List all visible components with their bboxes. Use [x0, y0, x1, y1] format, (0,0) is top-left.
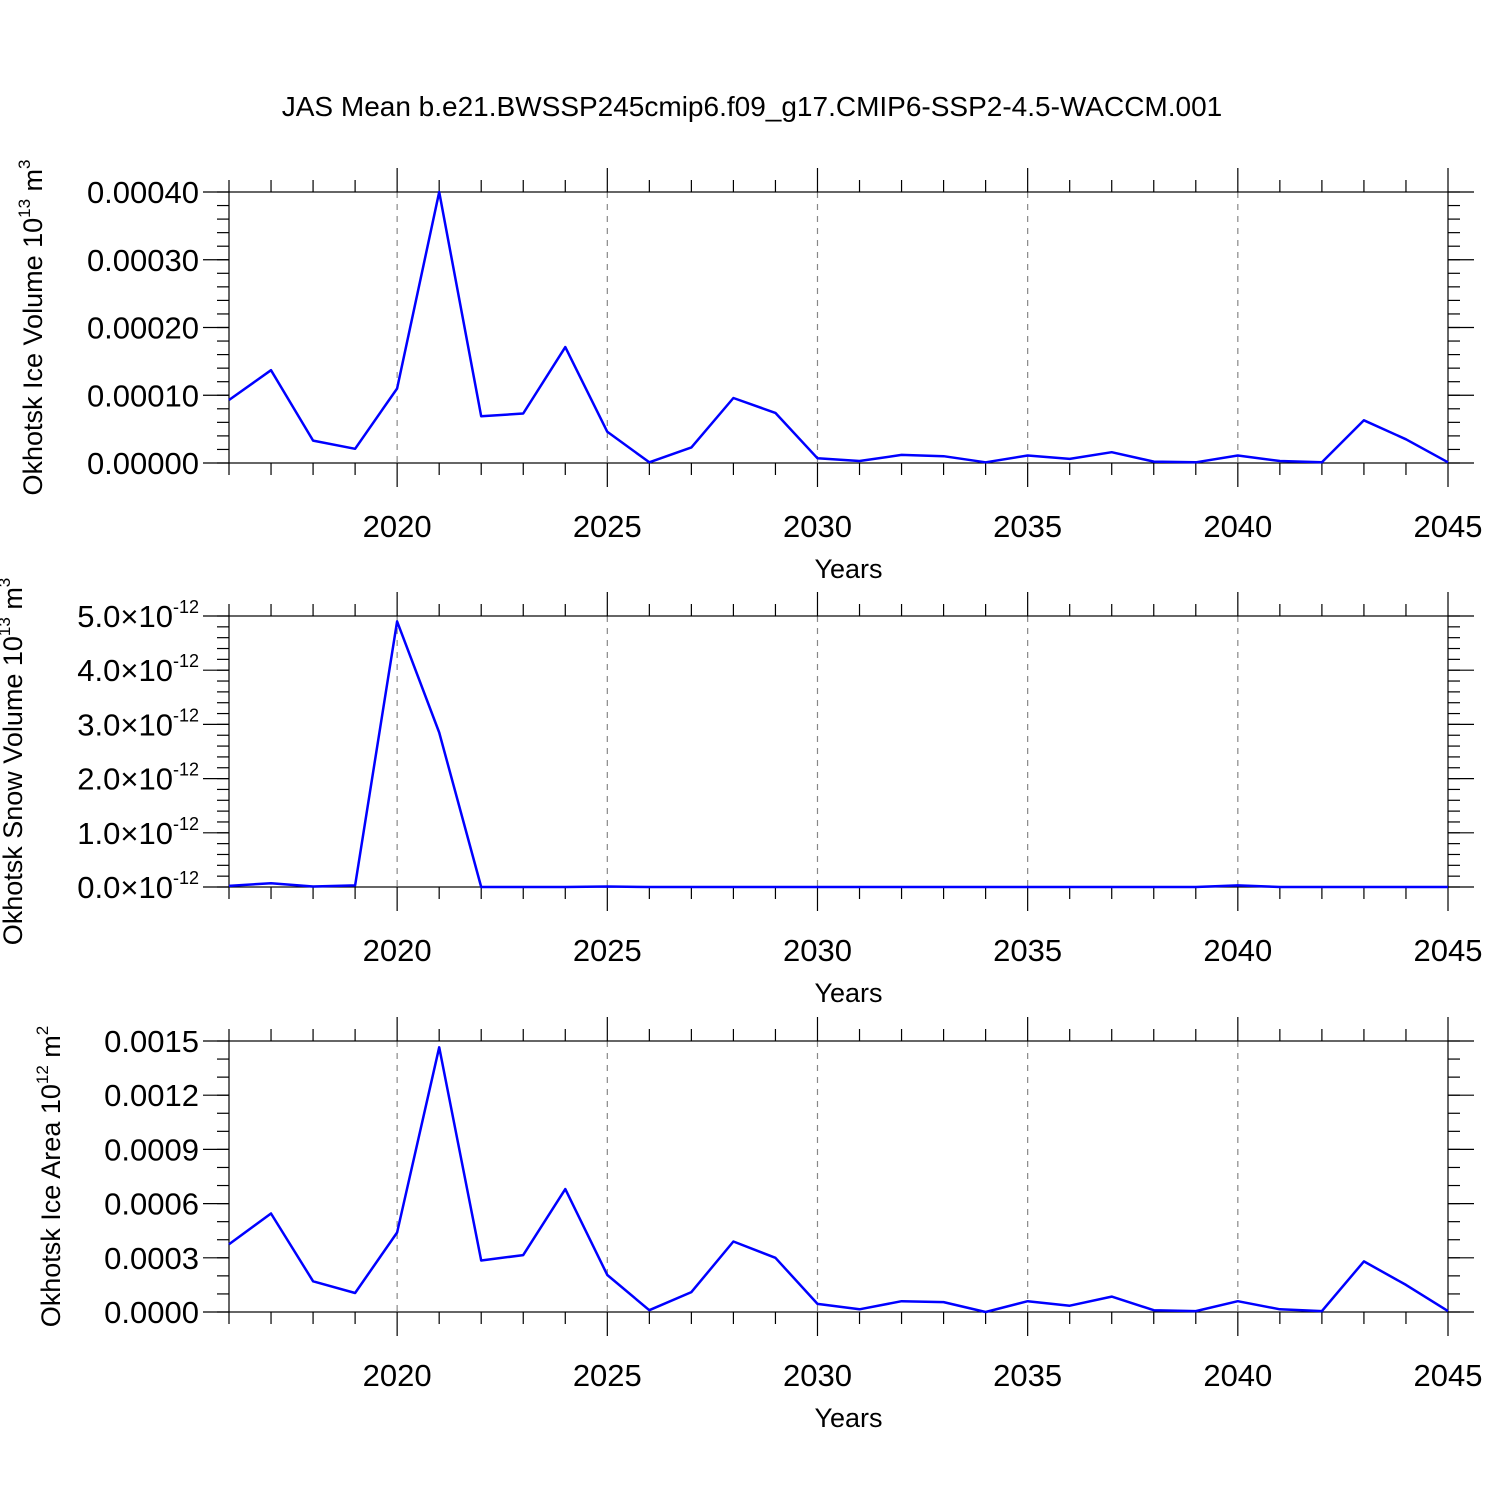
plot-frame — [228, 1040, 1449, 1313]
chart-panel-1: 0.00000 0.00010 0.00020 0.00030 0.00040 2020 2… — [15, 159, 1482, 584]
y-axis-label-part-0: Okhotsk Snow Volume 10 — [0, 636, 28, 945]
y-axis-label: Okhotsk Ice Volume 1013 m3 — [15, 159, 48, 495]
y-tick-mantissa: 5.0×10 — [77, 599, 173, 634]
x-tick-label-2020: 2020 — [363, 1358, 432, 1393]
x-tick-label-2020: 2020 — [363, 509, 432, 544]
chart-panel-3: 0.0000 0.0003 0.0006 0.0009 0.0012 0.0015 2020… — [33, 1017, 1482, 1433]
y-tick-label: 0.0009 — [104, 1132, 199, 1167]
y-tick-label: 0.0×10-12 — [77, 868, 199, 905]
y-tick-label: 0.00020 — [87, 311, 199, 346]
x-tick-label-2030: 2030 — [783, 1358, 852, 1393]
y-tick-exponent: -12 — [173, 705, 199, 725]
y-axis-label: Okhotsk Snow Volume 1013 m3 — [0, 578, 28, 946]
x-tick-label-2025: 2025 — [573, 1358, 642, 1393]
x-tick-label-2035: 2035 — [993, 1358, 1062, 1393]
x-tick-label-2040: 2040 — [1203, 509, 1272, 544]
y-tick-exponent: -12 — [173, 651, 199, 671]
y-axis-label-part-3: 2 — [33, 1026, 52, 1035]
y-tick-label: 5.0×10-12 — [77, 597, 199, 634]
x-tick-label-2025: 2025 — [573, 933, 642, 968]
y-axis-label-part-2: m — [0, 587, 28, 617]
y-tick-label: 0.00000 — [87, 446, 199, 481]
y-axis-label-part-1: 13 — [0, 617, 14, 636]
y-tick-exponent: -12 — [173, 597, 199, 617]
y-axis-label-part-2: m — [18, 169, 48, 199]
y-tick-label: 1.0×10-12 — [77, 814, 199, 851]
figure-title: JAS Mean b.e21.BWSSP245cmip6.f09_g17.CMI… — [282, 91, 1223, 122]
y-tick-mantissa: 4.0×10 — [77, 653, 173, 688]
y-axis-label-part-1: 12 — [33, 1065, 52, 1084]
plot-frame — [228, 615, 1449, 888]
x-tick-label-2035: 2035 — [993, 509, 1062, 544]
y-tick-label: 0.0015 — [104, 1024, 199, 1059]
y-tick-label: 0.00040 — [87, 175, 199, 210]
x-tick-label-2035: 2035 — [993, 933, 1062, 968]
x-axis-label: Years — [814, 1403, 882, 1433]
y-tick-exponent: -12 — [173, 814, 199, 834]
y-tick-label: 0.00030 — [87, 243, 199, 278]
plot-frame — [228, 191, 1449, 464]
series-line — [228, 620, 1448, 889]
y-tick-label: 0.0006 — [104, 1187, 199, 1222]
x-tick-label-2030: 2030 — [783, 933, 852, 968]
y-tick-exponent: -12 — [173, 868, 199, 888]
y-axis-label-part-0: Okhotsk Ice Volume 10 — [18, 218, 48, 496]
y-tick-mantissa: 0.0×10 — [77, 870, 173, 905]
y-axis-label-part-1: 13 — [15, 199, 34, 218]
x-tick-label-2040: 2040 — [1203, 933, 1272, 968]
x-axis-label: Years — [814, 978, 882, 1008]
x-tick-label-2025: 2025 — [573, 509, 642, 544]
x-axis-label: Years — [814, 554, 882, 584]
series-line — [228, 1046, 1449, 1314]
x-tick-label-2040: 2040 — [1203, 1358, 1272, 1393]
x-tick-label-2045: 2045 — [1414, 1358, 1483, 1393]
x-tick-label-2020: 2020 — [363, 933, 432, 968]
y-tick-label: 0.0012 — [104, 1078, 199, 1113]
x-tick-label-2045: 2045 — [1414, 933, 1483, 968]
series-line — [228, 190, 1449, 464]
x-tick-label-2045: 2045 — [1414, 509, 1483, 544]
y-axis-label-part-2: m — [36, 1035, 66, 1065]
y-tick-label: 0.0003 — [104, 1241, 199, 1276]
y-tick-label: 2.0×10-12 — [77, 760, 199, 797]
y-tick-label: 0.00010 — [87, 378, 199, 413]
y-axis-label-part-0: Okhotsk Ice Area 10 — [36, 1084, 66, 1327]
y-tick-label: 0.0000 — [104, 1295, 199, 1330]
y-tick-label: 4.0×10-12 — [77, 651, 199, 688]
y-tick-label: 3.0×10-12 — [77, 705, 199, 742]
y-tick-mantissa: 3.0×10 — [77, 707, 173, 742]
y-axis-label-part-3: 3 — [15, 159, 34, 168]
chart-panel-2: 0.0×10-121.0×10-122.0×10-123.0×10-124.0×… — [0, 578, 1482, 1008]
y-tick-mantissa: 2.0×10 — [77, 762, 173, 797]
x-tick-label-2030: 2030 — [783, 509, 852, 544]
y-tick-exponent: -12 — [173, 760, 199, 780]
y-tick-mantissa: 1.0×10 — [77, 816, 173, 851]
y-axis-label: Okhotsk Ice Area 1012 m2 — [33, 1026, 66, 1328]
y-axis-label-part-3: 3 — [0, 578, 14, 587]
